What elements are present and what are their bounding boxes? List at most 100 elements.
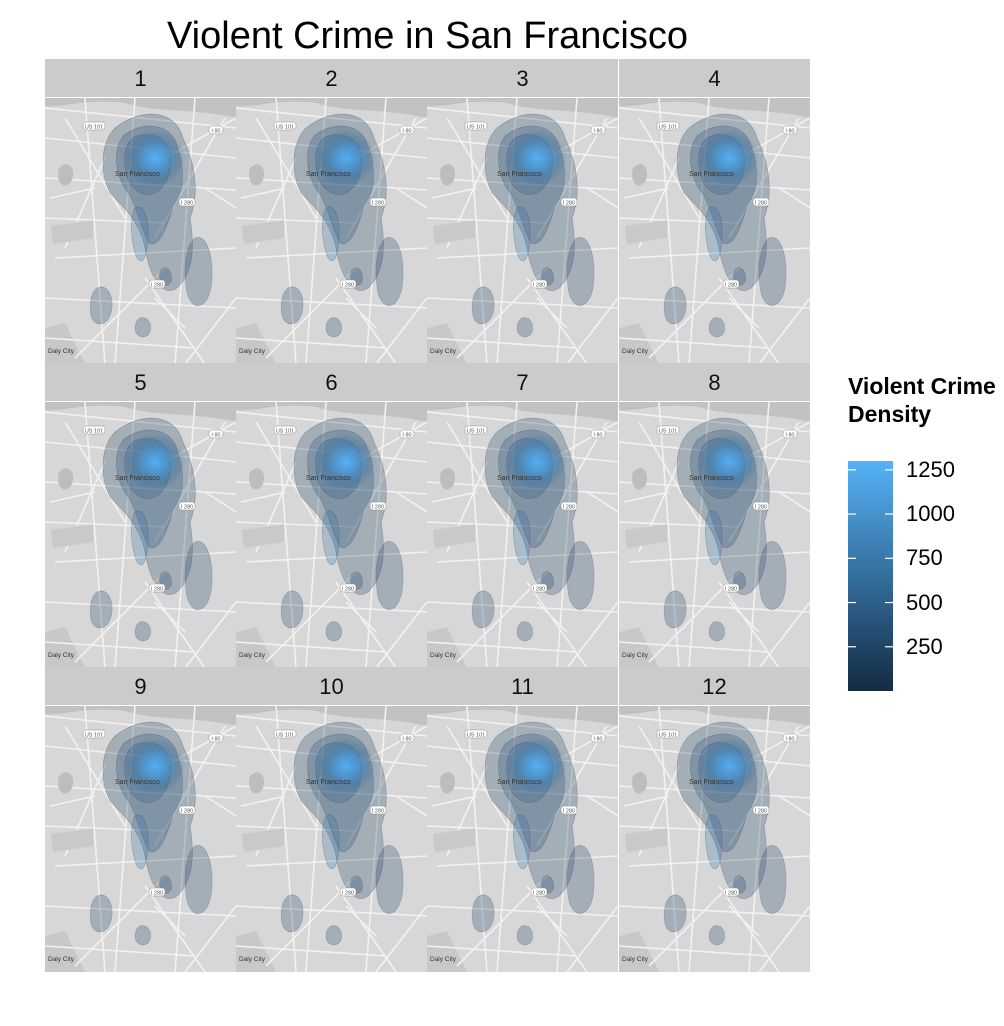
chart-title: Violent Crime in San Francisco: [167, 15, 688, 57]
park-shape: [440, 772, 456, 794]
highway-label: US 101: [85, 124, 103, 130]
street-line: [586, 795, 618, 817]
street-line: [84, 98, 106, 364]
legend-tick-label: 1000: [906, 501, 955, 527]
street-line: [758, 905, 810, 972]
facet-strip-label: 7: [427, 363, 618, 401]
street-line: [345, 725, 417, 847]
street-line: [154, 421, 226, 543]
density-contour: [322, 814, 340, 870]
city-label: Daly City: [430, 348, 457, 355]
highway-label: I 280: [725, 586, 737, 592]
density-contour: [89, 894, 113, 933]
ocean-edge: [45, 323, 85, 364]
street-line: [619, 411, 810, 433]
street-line: [184, 905, 236, 972]
street-line: [245, 551, 427, 563]
street-line: [619, 825, 740, 832]
highway-shield: [530, 887, 548, 897]
highway-label: I 80: [211, 128, 220, 134]
highway-shield: [178, 197, 196, 207]
density-contour: [705, 814, 723, 870]
highway-shield: [399, 429, 415, 439]
park-shape: [51, 524, 93, 548]
street-line: [154, 905, 186, 937]
street-line: [255, 725, 317, 827]
park-shape: [58, 164, 74, 186]
city-label: San Francisco: [115, 779, 160, 786]
highway-label: I 280: [755, 200, 767, 206]
legend-tick-label: 750: [906, 545, 943, 571]
ocean-edge: [45, 627, 85, 668]
street-line: [619, 521, 740, 528]
ocean-edge: [236, 931, 276, 972]
highway-shield: [656, 425, 680, 435]
facet-strip-label: 8: [619, 363, 810, 401]
city-label: Daly City: [430, 652, 457, 659]
density-contour: [325, 925, 342, 946]
street-line: [619, 715, 810, 737]
highway-label: US 101: [276, 428, 294, 434]
facet-strip-label: 5: [45, 363, 236, 401]
highway-label: US 101: [276, 732, 294, 738]
highway-shield: [590, 125, 606, 135]
park-shape: [625, 524, 667, 548]
highway-shield: [339, 887, 357, 897]
bay-water: [45, 402, 236, 422]
density-contour: [663, 894, 687, 933]
highway-shield: [339, 583, 357, 593]
highway-shield: [178, 501, 196, 511]
street-line: [619, 107, 810, 129]
highway-shield: [722, 887, 740, 897]
street-line: [49, 795, 96, 807]
street-line: [728, 725, 800, 847]
street-line: [778, 795, 810, 817]
street-line: [236, 521, 357, 528]
street-line: [236, 641, 387, 653]
density-hotspot: [507, 434, 567, 490]
street-line: [778, 491, 810, 513]
highway-shield: [464, 425, 488, 435]
density-hotspot: [507, 738, 567, 794]
street-line: [586, 491, 618, 513]
street-line: [64, 117, 126, 219]
city-label: San Francisco: [497, 475, 542, 482]
legend-title: Violent Crime Density: [848, 373, 996, 427]
highway-shield: [208, 125, 224, 135]
facet-map: US 101 I 80 I 280 I 280 San Francisco Daly Ci…: [236, 706, 427, 972]
highway-shield: [369, 805, 387, 815]
street-line: [236, 337, 387, 349]
street-line: [375, 601, 427, 668]
highway-label: I 280: [181, 808, 193, 814]
highway-label: US 101: [467, 428, 485, 434]
density-contour: [663, 590, 687, 629]
highway-label: I 280: [563, 504, 575, 510]
city-label: Daly City: [48, 956, 75, 963]
density-contour: [566, 845, 595, 914]
density-contour: [513, 510, 531, 566]
density-contour: [280, 590, 304, 629]
street-line: [45, 297, 236, 309]
park-shape: [632, 772, 648, 794]
density-contour: [325, 621, 342, 642]
street-line: [236, 481, 427, 495]
street-line: [628, 247, 810, 259]
facet-map: US 101 I 80 I 280 I 280 San Francisco Daly Ci…: [45, 98, 236, 364]
street-line: [638, 421, 700, 523]
highway-shield: [782, 125, 798, 135]
highway-label: I 280: [563, 200, 575, 206]
density-contour: [705, 206, 723, 262]
highway-shield: [208, 733, 224, 743]
street-line: [204, 187, 236, 209]
street-line: [526, 581, 588, 668]
highway-label: I 80: [593, 736, 602, 742]
density-contour: [708, 317, 725, 338]
park-shape: [249, 468, 265, 490]
street-line: [436, 855, 618, 867]
ocean-edge: [427, 323, 467, 364]
city-label: San Francisco: [306, 779, 351, 786]
street-line: [431, 795, 478, 807]
street-line: [345, 421, 417, 543]
highway-shield: [464, 729, 488, 739]
highway-shield: [82, 425, 106, 435]
